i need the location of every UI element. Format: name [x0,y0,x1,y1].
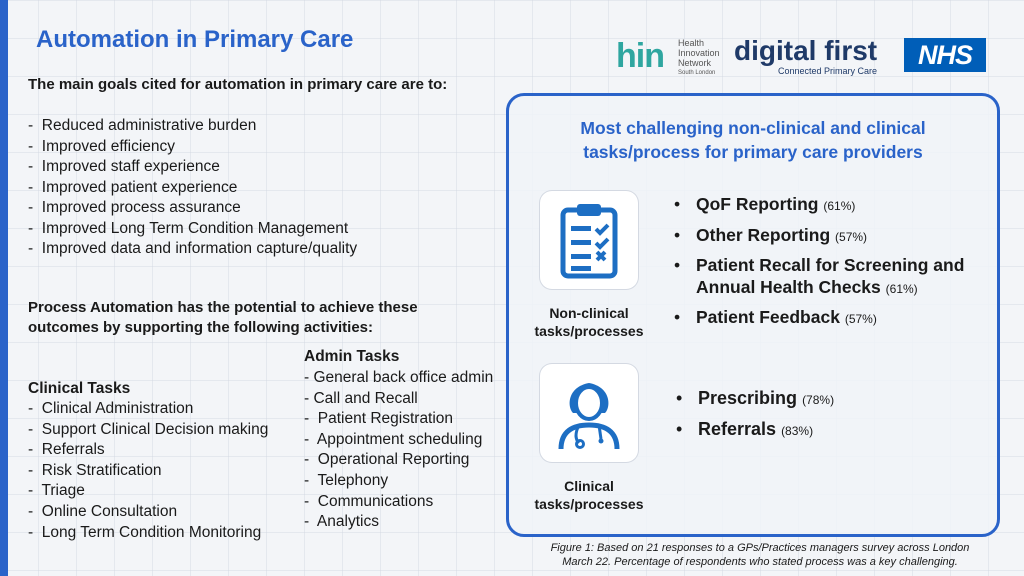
list-item: - General back office admin [304,369,494,386]
list-item: Support Clinical Decision making [28,420,269,441]
non-clinical-label: Non-clinical tasks/processes [534,305,644,339]
doctor-stethoscope-icon [558,383,620,450]
list-item: Telephony [304,471,504,492]
list-item: Improved staff experience [28,157,357,178]
hin-mark: hin [616,37,665,75]
clinical-tasks-heading: Clinical Tasks [28,380,131,397]
process-automation-text: Process Automation has the potential to … [28,299,418,336]
goals-intro: The main goals cited for automation in p… [28,76,448,93]
list-item: Referrals (83%) [674,418,974,442]
list-item: Referrals [28,440,268,461]
list-item: Improved process assurance [28,198,357,219]
page-title: Automation in Primary Care [36,26,354,53]
list-item: Patient Recall for Screening and Annual … [672,255,992,300]
admin-tasks-list: - General back office admin - Call and R… [304,368,504,533]
panel-title: Most challenging non-clinical and clinic… [580,118,926,162]
list-item: Improved Long Term Condition Management [28,219,357,240]
list-item: Online Consultation [28,502,268,523]
hin-logo: hin Health Innovation Network South Lond… [616,36,726,78]
list-item: Patient Feedback (57%) [672,307,992,331]
left-accent-bar [0,0,8,576]
clinical-label: Clinical tasks/processes [534,478,644,512]
list-item: QoF Reporting (61%) [672,194,992,218]
clinical-icon-card [540,364,638,462]
list-item: Appointment scheduling [304,430,504,451]
clinical-challenges-list: Prescribing (78%) Referrals (83%) [674,387,974,449]
goals-list: Reduced administrative burden Improved e… [28,116,357,260]
clinical-tasks-list: Clinical Administration Support Clinical… [28,399,269,544]
list-item: Reduced administrative burden [28,116,357,137]
non-clinical-challenges-list: QoF Reporting (61%) Other Reporting (57%… [672,194,992,338]
clipboard-checklist-icon [560,204,618,279]
list-item: Other Reporting (57%) [672,225,992,249]
list-item: Improved data and information capture/qu… [28,239,357,260]
list-item: Triage [28,481,268,502]
nhs-logo: NHS [904,38,986,72]
list-item: - Call and Recall [304,389,418,407]
admin-tasks-heading: Admin Tasks [304,348,400,365]
digital-first-logo: digital first Connected Primary Care [734,35,878,77]
list-item: Improved patient experience [28,178,357,199]
list-item: Communications [304,492,504,513]
list-item: Risk Stratification [28,461,268,482]
list-item: Long Term Condition Monitoring [28,523,268,544]
logo-group: hin Health Innovation Network South Lond… [616,36,988,78]
hin-logo-text: Health Innovation Network South London [678,38,720,76]
list-item: Prescribing (78%) [674,387,974,411]
list-item: Clinical Administration [28,399,268,420]
list-item: Analytics [304,512,504,533]
figure-caption: Figure 1: Based on 21 responses to a GPs… [550,542,970,568]
list-item: Operational Reporting [304,450,504,471]
list-item: Improved efficiency [28,137,357,158]
list-item: Patient Registration [304,409,504,430]
non-clinical-icon-card [540,191,638,289]
